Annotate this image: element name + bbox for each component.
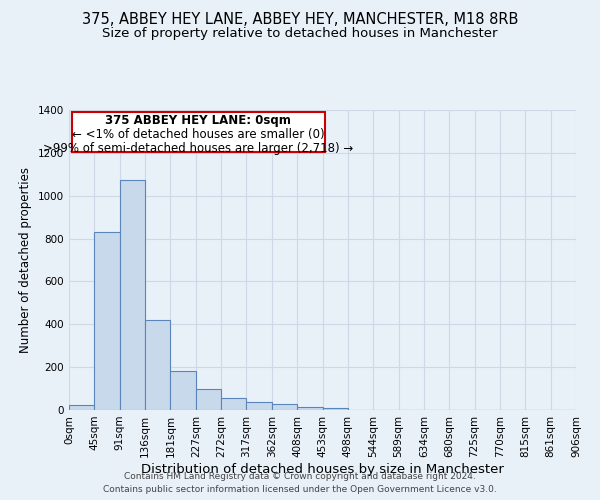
- Bar: [94, 232, 119, 410]
- Bar: [145, 320, 170, 410]
- Bar: [247, 402, 272, 410]
- Text: 375 ABBEY HEY LANE: 0sqm: 375 ABBEY HEY LANE: 0sqm: [106, 114, 291, 127]
- Bar: [323, 408, 348, 410]
- Text: ← <1% of detached houses are smaller (0): ← <1% of detached houses are smaller (0): [72, 128, 325, 141]
- Y-axis label: Number of detached properties: Number of detached properties: [19, 167, 32, 353]
- Text: >99% of semi-detached houses are larger (2,718) →: >99% of semi-detached houses are larger …: [43, 142, 353, 155]
- Text: Size of property relative to detached houses in Manchester: Size of property relative to detached ho…: [102, 28, 498, 40]
- Text: 375, ABBEY HEY LANE, ABBEY HEY, MANCHESTER, M18 8RB: 375, ABBEY HEY LANE, ABBEY HEY, MANCHEST…: [82, 12, 518, 28]
- Bar: [120, 180, 145, 410]
- Bar: [170, 372, 196, 410]
- Bar: [272, 404, 297, 410]
- Bar: [69, 404, 94, 410]
- Bar: [196, 388, 221, 410]
- Text: Contains public sector information licensed under the Open Government Licence v3: Contains public sector information licen…: [103, 484, 497, 494]
- Bar: [297, 407, 323, 410]
- Text: Contains HM Land Registry data © Crown copyright and database right 2024.: Contains HM Land Registry data © Crown c…: [124, 472, 476, 481]
- X-axis label: Distribution of detached houses by size in Manchester: Distribution of detached houses by size …: [141, 462, 504, 475]
- Bar: [221, 398, 247, 410]
